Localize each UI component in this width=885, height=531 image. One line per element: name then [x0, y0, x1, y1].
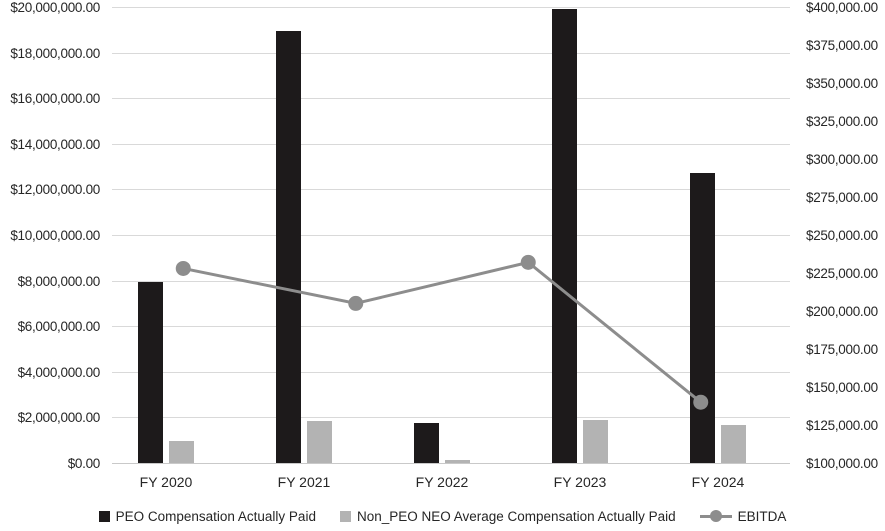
bar-non-peo-neo-compensation [307, 420, 332, 463]
bar-peo-compensation [552, 9, 577, 463]
ebitda-line [182, 260, 702, 404]
legend-item-ebitda: EBITDA [699, 508, 787, 524]
peo-series-swatch-icon [98, 510, 110, 522]
gridline [112, 189, 790, 191]
left-axis-tick: $0.00 [67, 456, 101, 471]
right-axis-tick: $200,000.00 [806, 304, 878, 319]
left-axis-tick: $10,000,000.00 [10, 228, 100, 243]
gridline [112, 326, 790, 328]
non-peo-series-swatch-icon [339, 510, 351, 522]
right-axis-tick: $300,000.00 [806, 152, 878, 167]
left-axis-tick: $6,000,000.00 [17, 319, 101, 335]
bar-peo-compensation [414, 423, 439, 463]
right-axis-tick: $350,000.00 [806, 76, 878, 91]
legend-label-peo: PEO Compensation Actually Paid [115, 508, 316, 524]
left-axis-tick: $12,000,000.00 [10, 182, 100, 198]
right-axis-tick: $225,000.00 [806, 266, 878, 281]
right-axis-tick: $175,000.00 [806, 342, 878, 357]
bar-non-peo-neo-compensation [445, 459, 470, 463]
right-axis-tick: $100,000.00 [806, 456, 878, 471]
legend-label-ebitda: EBITDA [737, 508, 787, 524]
gridline [112, 235, 790, 236]
gridline [112, 280, 790, 282]
gridline [112, 417, 790, 419]
right-axis-tick: $375,000.00 [806, 38, 878, 53]
gridline [112, 463, 790, 464]
left-axis-tick: $18,000,000.00 [10, 45, 100, 61]
gridline [112, 7, 790, 8]
right-axis-tick: $325,000.00 [806, 114, 878, 129]
left-axis-tick: $2,000,000.00 [17, 410, 101, 426]
bar-non-peo-neo-compensation [583, 419, 608, 463]
bar-peo-compensation [276, 30, 301, 463]
legend-label-non-peo: Non_PEO NEO Average Compensation Actuall… [356, 508, 676, 524]
legend-item-non-peo: Non_PEO NEO Average Compensation Actuall… [339, 508, 676, 524]
gridline [112, 98, 790, 100]
x-axis-label: FY 2022 [415, 474, 469, 490]
right-axis-tick: $275,000.00 [806, 190, 878, 205]
gridline [112, 52, 790, 54]
bar-non-peo-neo-compensation [721, 425, 746, 463]
right-axis-tick: $250,000.00 [806, 228, 878, 243]
right-axis-tick: $400,000.00 [806, 0, 878, 15]
left-axis-tick: $14,000,000.00 [10, 136, 100, 152]
right-axis-tick: $125,000.00 [806, 418, 878, 433]
x-axis-label: FY 2020 [139, 474, 193, 490]
x-axis-label: FY 2021 [277, 474, 331, 490]
legend-item-peo: PEO Compensation Actually Paid [98, 508, 316, 524]
right-axis-tick: $150,000.00 [806, 380, 878, 395]
ebitda-marker [520, 254, 536, 270]
x-axis-label: FY 2024 [691, 474, 745, 490]
gridline [112, 371, 790, 373]
bar-peo-compensation [138, 281, 163, 463]
x-axis-label: FY 2023 [553, 474, 607, 490]
left-axis-tick: $4,000,000.00 [17, 364, 101, 380]
left-axis-tick: $16,000,000.00 [10, 91, 100, 107]
bar-non-peo-neo-compensation [169, 441, 194, 463]
left-axis-tick: $8,000,000.00 [17, 273, 101, 289]
ebitda-marker [348, 295, 364, 311]
ebitda-marker [175, 260, 191, 276]
legend: PEO Compensation Actually Paid Non_PEO N… [0, 504, 885, 528]
bar-peo-compensation [690, 173, 715, 463]
left-axis-tick: $20,000,000.00 [10, 0, 100, 15]
gridline [112, 143, 790, 145]
ebitda-line-marker-icon [699, 510, 732, 522]
